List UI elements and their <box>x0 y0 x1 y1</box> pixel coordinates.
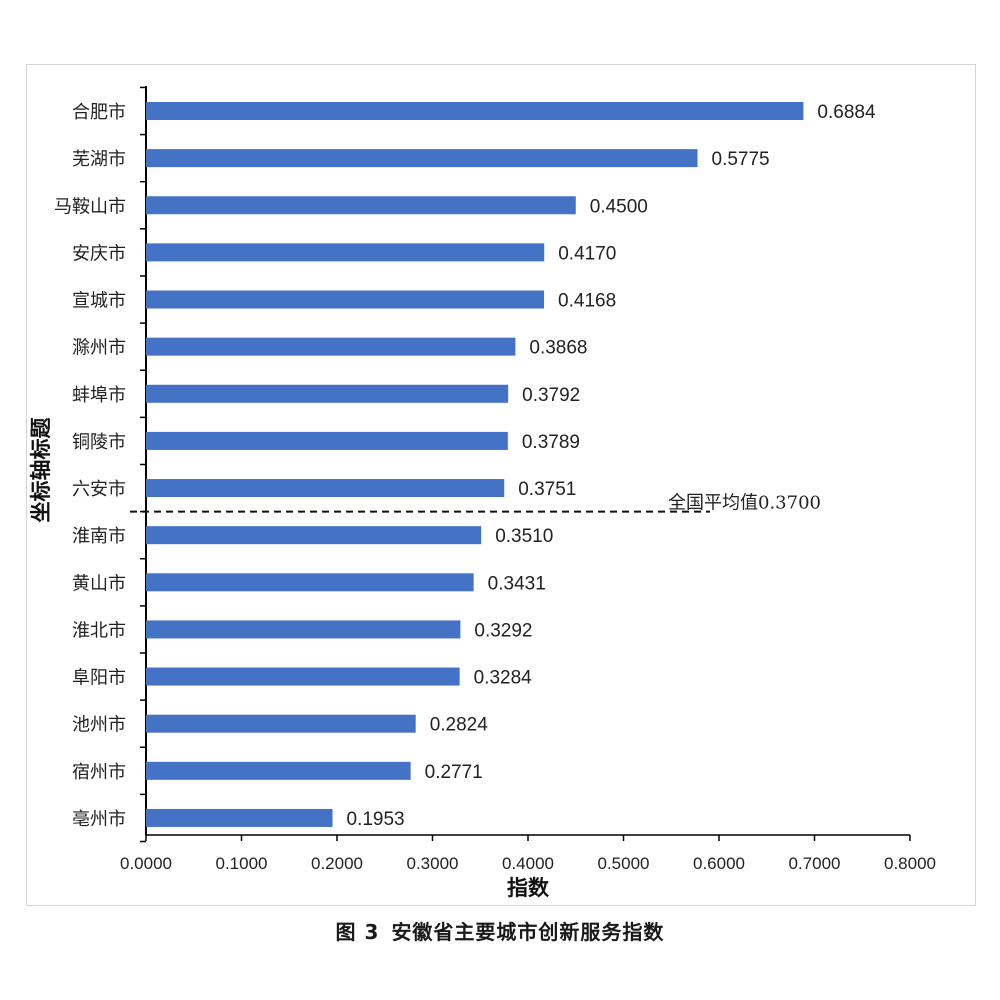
x-tick-label: 0.5000 <box>598 854 650 873</box>
category-label: 宿州市 <box>72 762 126 783</box>
value-label: 0.3789 <box>522 432 580 453</box>
figure-title: 安徽省主要城市创新服务指数 <box>391 920 665 944</box>
x-tick-label: 0.8000 <box>884 854 936 873</box>
value-label: 0.4500 <box>590 196 648 217</box>
figure-caption: 图 3 安徽省主要城市创新服务指数 <box>0 916 1000 945</box>
category-label: 阜阳市 <box>72 668 126 689</box>
bar-4 <box>146 290 545 309</box>
bar-6 <box>146 384 509 403</box>
x-tick-label: 0.3000 <box>407 854 459 873</box>
category-label: 马鞍山市 <box>54 196 126 217</box>
value-label: 0.1953 <box>347 809 405 830</box>
category-label: 六安市 <box>72 479 126 500</box>
bar-14 <box>146 761 411 780</box>
value-label: 0.3510 <box>495 526 553 547</box>
value-label: 0.3751 <box>518 479 576 500</box>
bar-5 <box>146 337 516 356</box>
value-label: 0.5775 <box>712 149 770 170</box>
category-label: 滁州市 <box>72 338 126 359</box>
value-label: 0.3284 <box>474 668 533 689</box>
category-label: 蚌埠市 <box>72 385 126 406</box>
bar-1 <box>146 149 698 168</box>
value-label: 0.3792 <box>522 385 580 406</box>
figure-label: 图 3 <box>335 920 380 944</box>
category-label: 池州市 <box>72 715 126 736</box>
bar-2 <box>146 196 576 215</box>
bar-7 <box>146 431 508 450</box>
reference-line-label: 全国平均值0.3700 <box>668 493 821 514</box>
value-label: 0.2771 <box>425 762 483 783</box>
value-label: 0.6884 <box>817 102 876 123</box>
value-label: 0.3292 <box>474 620 532 641</box>
x-axis-title: 指数 <box>507 876 550 900</box>
value-label: 0.3868 <box>529 338 587 359</box>
category-label: 淮北市 <box>72 620 126 641</box>
bar-10 <box>146 573 474 592</box>
bar-12 <box>146 667 460 686</box>
bar-0 <box>146 102 804 120</box>
bar-11 <box>146 620 461 639</box>
x-tick-label: 0.4000 <box>502 854 554 873</box>
bar-3 <box>146 243 545 262</box>
x-tick-label: 0.0000 <box>120 854 172 873</box>
bar-chart: 0.0000 0.1000 0.2000 0.3000 0.4000 0.5000 0.60… <box>29 86 936 900</box>
category-label: 铜陵市 <box>72 432 126 453</box>
category-label: 淮南市 <box>72 526 126 547</box>
value-label: 0.3431 <box>488 573 546 594</box>
value-label: 0.2824 <box>430 715 489 736</box>
value-label: 0.4170 <box>558 243 616 264</box>
category-label: 宣城市 <box>72 291 126 312</box>
x-tick-label: 0.7000 <box>789 854 841 873</box>
value-label: 0.4168 <box>558 291 616 312</box>
category-label: 安庆市 <box>72 243 126 264</box>
bar-8 <box>146 479 505 498</box>
bar-13 <box>146 714 416 733</box>
category-label: 合肥市 <box>72 102 126 123</box>
bar-15 <box>146 808 333 827</box>
x-tick-label: 0.1000 <box>216 854 268 873</box>
x-tick-label: 0.6000 <box>693 854 745 873</box>
category-label: 芜湖市 <box>72 149 126 170</box>
category-label: 亳州市 <box>72 809 126 830</box>
y-axis-title: 坐标轴标题 <box>29 417 53 523</box>
category-label: 黄山市 <box>72 573 126 594</box>
x-tick-label: 0.2000 <box>311 854 363 873</box>
bar-9 <box>146 526 482 545</box>
